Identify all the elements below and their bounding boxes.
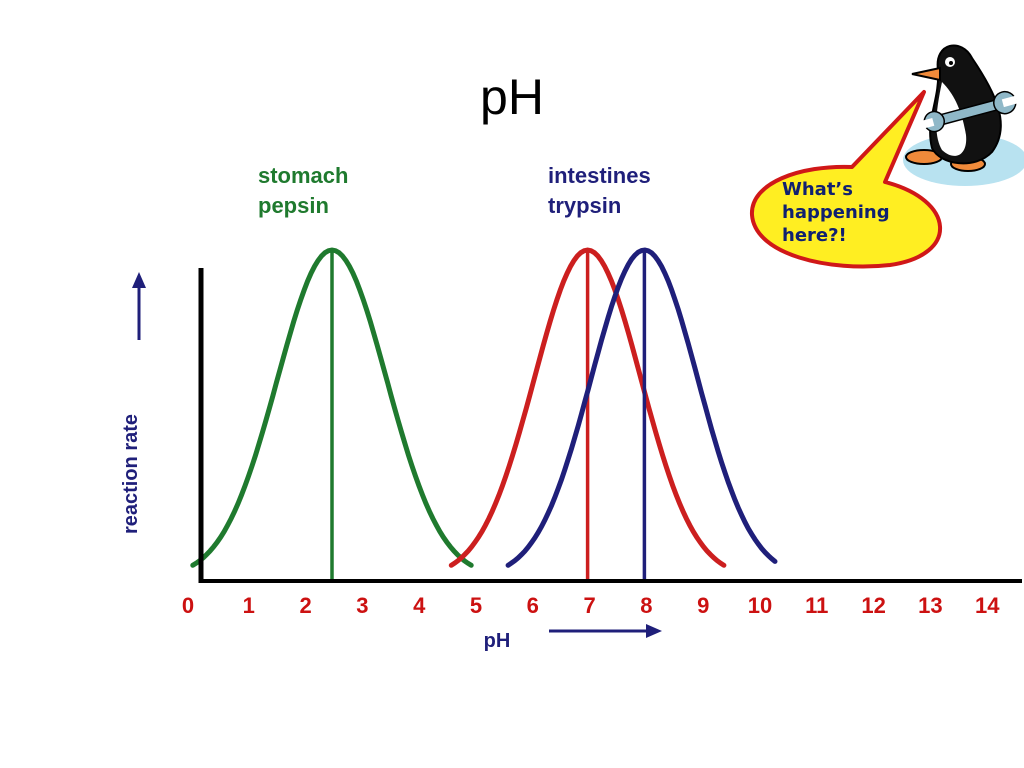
pepsin-label-line-1: stomach [258,163,349,188]
x-axis-label: pH [484,630,511,652]
x-tick-label: 8 [640,593,652,618]
x-direction-arrow [549,624,662,638]
penguin-with-wrench-icon [903,44,1024,186]
x-tick-label: 6 [527,593,539,618]
y-axis-label: reaction rate [120,414,142,534]
y-direction-arrow [132,272,146,340]
x-tick-labels: 0 1 2 3 4 5 6 7 8 9 10 11 12 13 14 [182,593,1000,618]
x-tick-label: 12 [861,593,885,618]
x-tick-label: 9 [697,593,709,618]
x-tick-label: 5 [470,593,482,618]
x-tick-label: 0 [182,593,194,618]
page-title: pH [480,69,544,125]
trypsin-curve [505,247,778,568]
x-tick-label: 7 [583,593,595,618]
x-tick-label: 11 [805,593,828,618]
pepsin-label-line-2: pepsin [258,193,329,218]
x-tick-label: 1 [243,593,255,618]
x-tick-label: 14 [975,593,1000,618]
x-tick-label: 10 [748,593,772,618]
speech-line-1: What’s [782,179,853,200]
speech-bubble-text: What’s happening here?! [782,178,902,247]
x-tick-label: 13 [918,593,942,618]
x-tick-label: 4 [413,593,426,618]
speech-line-3: here?! [782,225,847,246]
x-tick-label: 3 [356,593,368,618]
speech-line-2: happening [782,202,890,223]
trypsin-label: intestines trypsin [548,161,651,221]
trypsin-label-line-2: trypsin [548,193,622,218]
speech-bubble [749,90,943,269]
curves-layer [190,247,778,581]
pepsin-label: stomach pepsin [258,161,348,221]
x-tick-label: 2 [299,593,311,618]
trypsin-label-line-1: intestines [548,163,651,188]
